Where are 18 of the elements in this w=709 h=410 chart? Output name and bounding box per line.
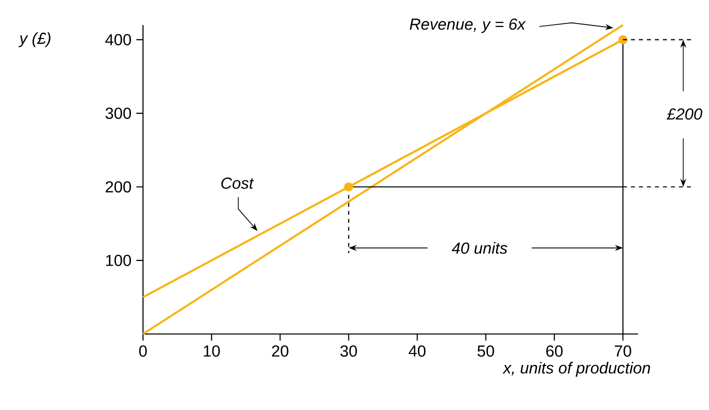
x-tick-label: 70 xyxy=(614,345,632,357)
annotation: 40 units xyxy=(452,242,508,254)
y-tick-label: 400 xyxy=(105,34,131,46)
x-tick-label: 60 xyxy=(546,345,563,357)
y-tick-label: 200 xyxy=(106,181,131,193)
y-tick-label: 300 xyxy=(106,108,131,119)
x-axis-title: x, units of production xyxy=(502,362,650,377)
y-axis-title: y (£) xyxy=(18,32,50,48)
text: Revenue, y = 6x xyxy=(410,18,526,33)
text: Cost xyxy=(221,178,254,189)
x-tick-label: 20 xyxy=(272,345,288,357)
y-tick-label: 100 xyxy=(106,254,131,266)
x-tick-label: 30 xyxy=(340,345,357,357)
x-tick-label: 40 xyxy=(408,345,426,357)
text: £200 xyxy=(666,108,702,120)
x-tick-label: 10 xyxy=(204,345,220,357)
x-tick-label: 50 xyxy=(478,345,494,357)
x-tick-label: 0 xyxy=(139,345,147,357)
